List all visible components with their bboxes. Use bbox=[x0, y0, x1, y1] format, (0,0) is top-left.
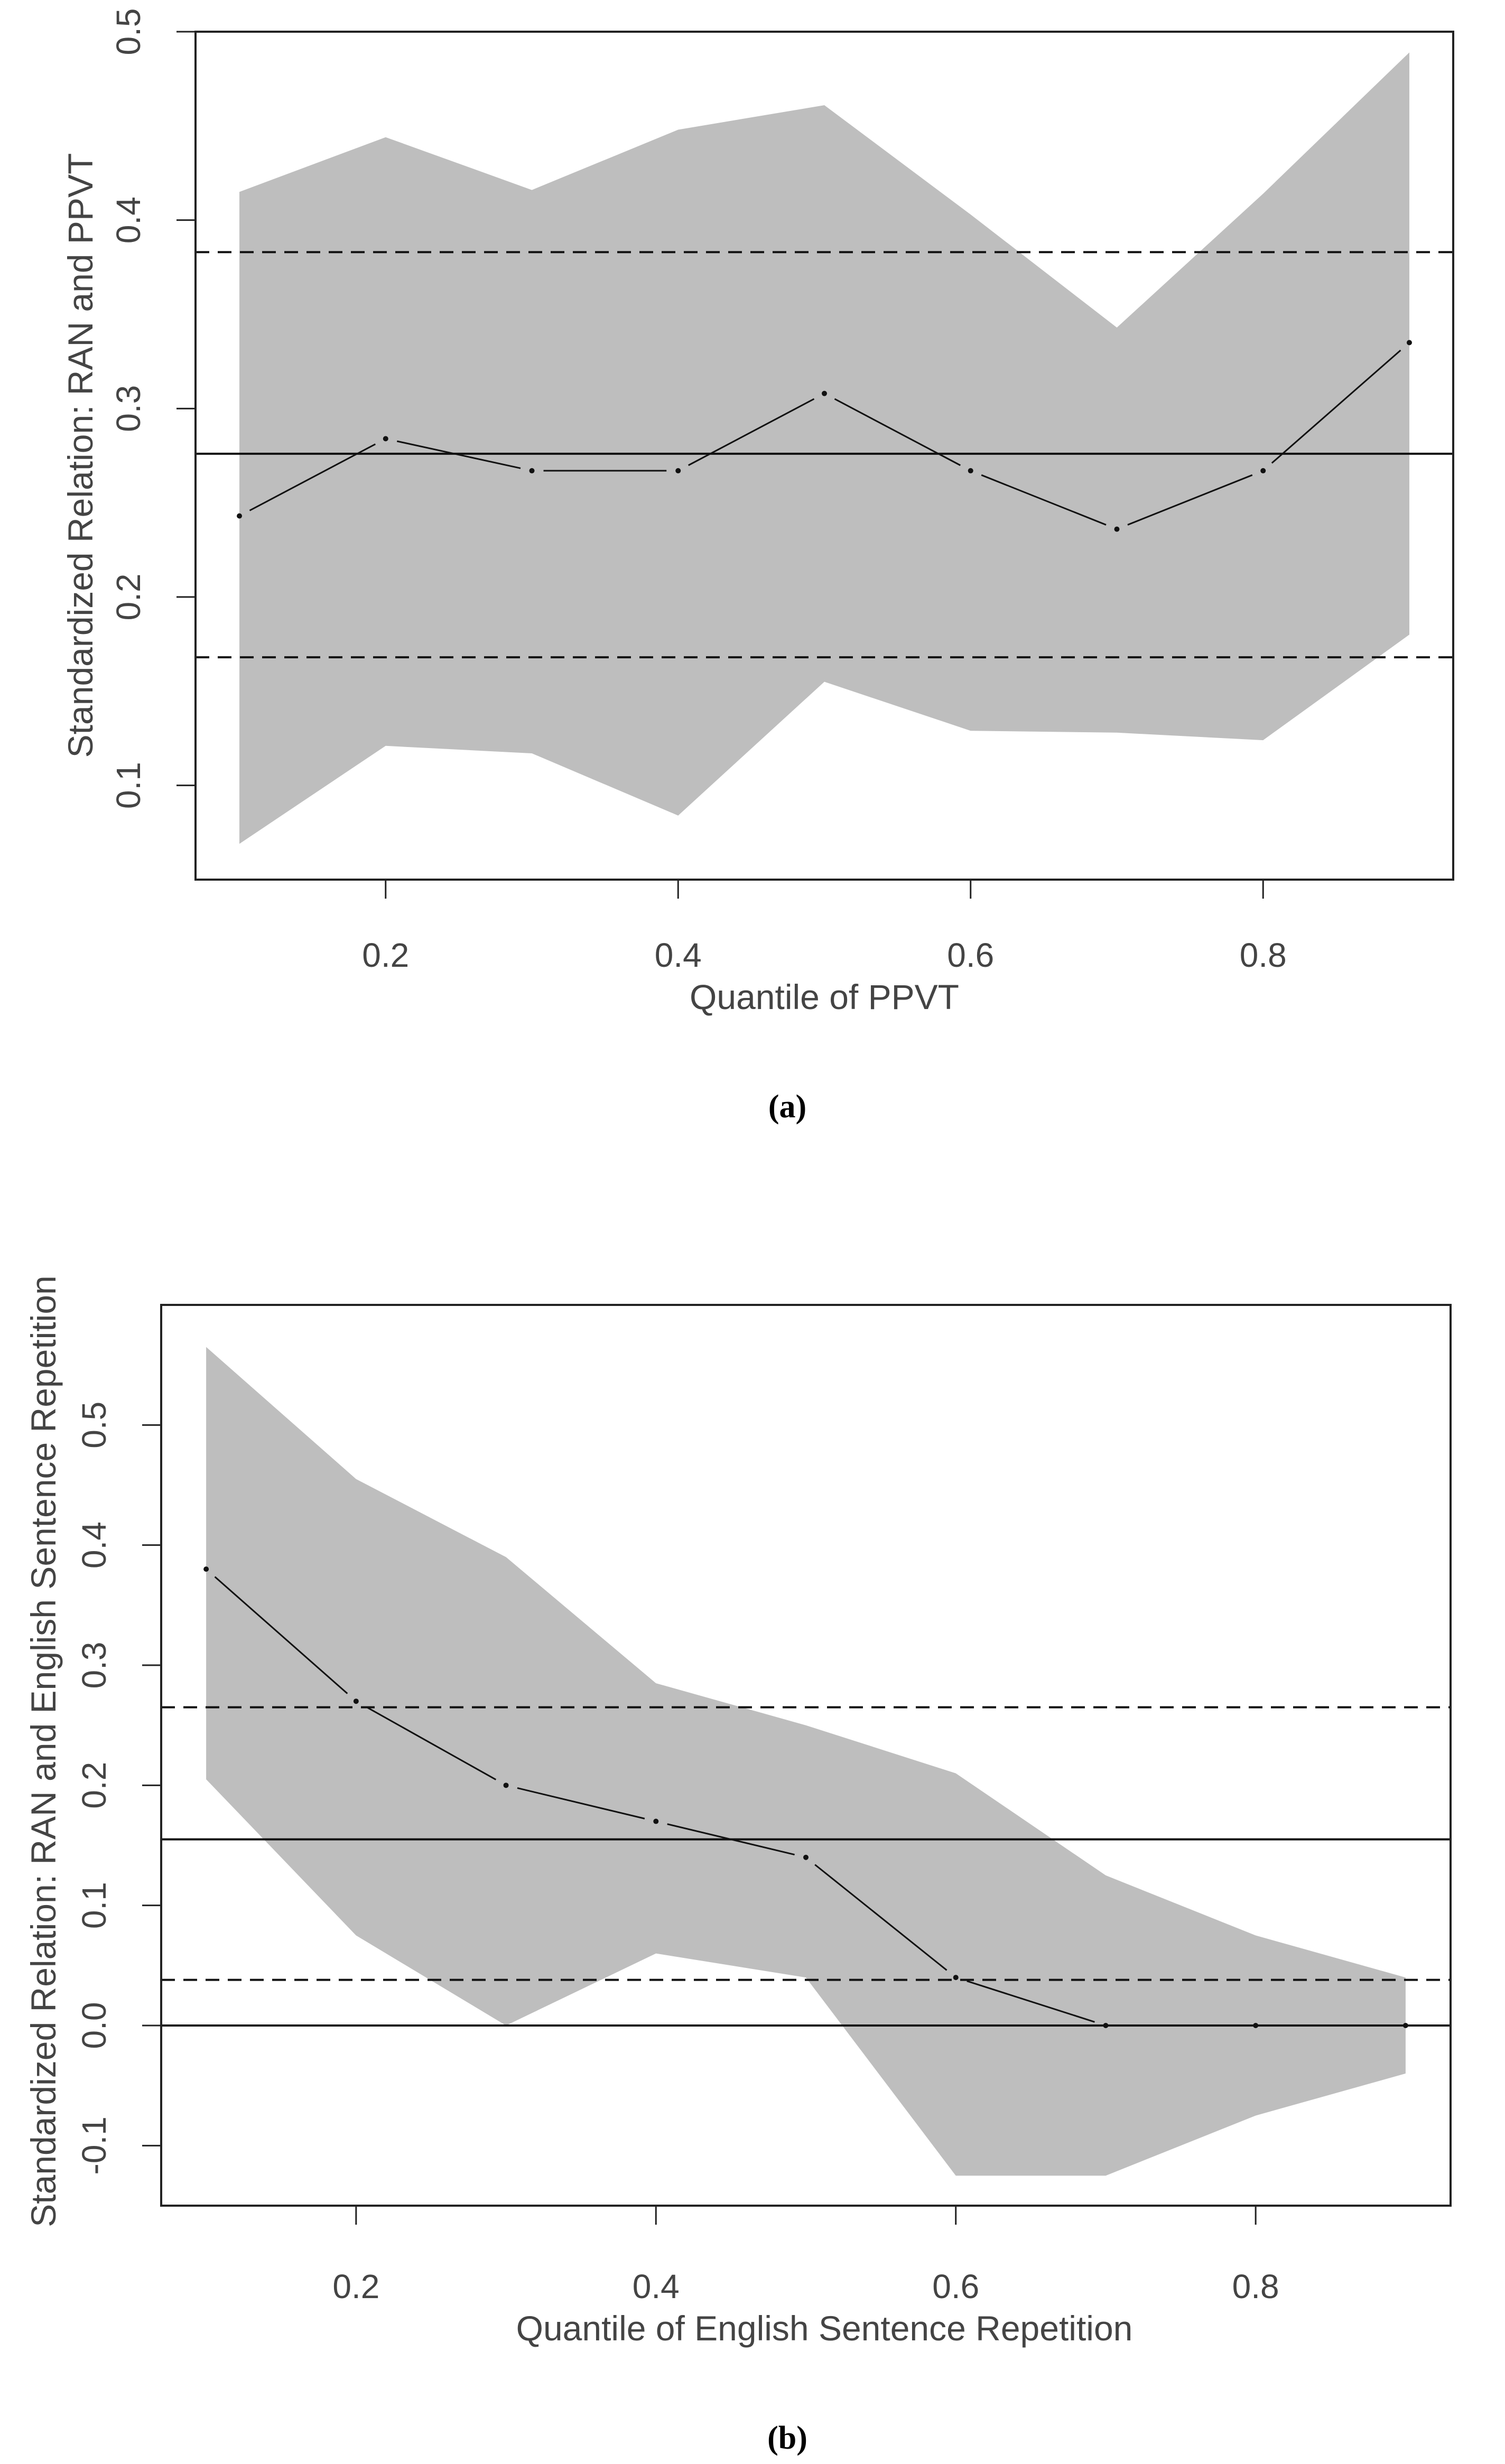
x-tick-label-a-3: 0.6 bbox=[947, 936, 994, 974]
chart-panel-b: 0.2 0.4 0.6 0.8 -0.1 0.0 0.1 0.2 0.3 0.4 0.5 Quant… bbox=[24, 1275, 1452, 2456]
y-tick-label-a-2: 0.2 bbox=[109, 574, 147, 621]
series-segment-a-5 bbox=[834, 398, 961, 466]
x-tick-label-b-3: 0.6 bbox=[932, 2267, 979, 2306]
series-segment-b-4 bbox=[667, 1823, 795, 1856]
data-point-a-6 bbox=[968, 468, 973, 474]
panel-caption-b: (b) bbox=[767, 2420, 807, 2456]
y-axis-label-a: Standardized Relation: RAN and PPVT bbox=[61, 153, 100, 758]
panel-caption-a: (a) bbox=[768, 1089, 806, 1125]
series-segment-b-1 bbox=[214, 1576, 348, 1694]
series-segment-a-2 bbox=[396, 440, 521, 469]
data-point-a-4 bbox=[675, 468, 681, 474]
y-tick-label-b-3: 0.1 bbox=[75, 1882, 113, 1929]
y-tick-label-b-4: 0.2 bbox=[75, 1762, 113, 1809]
chart-panel-a: 0.2 0.4 0.6 0.8 0.1 0.2 0.3 0.4 0.5 Quantile of … bbox=[61, 8, 1454, 1125]
data-point-b-4 bbox=[653, 1818, 659, 1824]
y-tick-label-b-5: 0.3 bbox=[75, 1642, 113, 1689]
data-point-a-8 bbox=[1260, 468, 1266, 474]
x-tick-label-b-1: 0.2 bbox=[332, 2267, 379, 2306]
y-tick-label-b-7: 0.5 bbox=[75, 1402, 113, 1449]
x-tick-label-a-2: 0.4 bbox=[655, 936, 702, 974]
y-tick-label-a-5: 0.5 bbox=[109, 8, 147, 55]
y-tick-label-a-3: 0.3 bbox=[109, 385, 147, 432]
x-tick-label-a-1: 0.2 bbox=[362, 936, 409, 974]
confidence-band-b bbox=[206, 1347, 1406, 2176]
data-point-a-7 bbox=[1114, 526, 1120, 532]
y-tick-label-a-1: 0.1 bbox=[109, 762, 147, 809]
series-segment-b-3 bbox=[517, 1787, 645, 1819]
x-tick-label-a-4: 0.8 bbox=[1240, 936, 1287, 974]
x-axis-label-a: Quantile of PPVT bbox=[690, 977, 959, 1016]
data-point-a-3 bbox=[529, 468, 535, 474]
series-segment-b-6 bbox=[967, 1980, 1095, 2023]
series-segment-a-8 bbox=[1271, 349, 1401, 464]
data-point-a-1 bbox=[237, 513, 243, 519]
data-point-a-5 bbox=[822, 390, 827, 396]
data-point-a-9 bbox=[1406, 340, 1412, 346]
data-point-b-8 bbox=[1253, 2023, 1259, 2028]
data-point-b-3 bbox=[503, 1782, 509, 1788]
data-point-b-1 bbox=[203, 1566, 209, 1572]
series-segment-a-7 bbox=[1127, 474, 1253, 526]
series-segment-a-6 bbox=[981, 474, 1107, 526]
series-segment-a-4 bbox=[688, 398, 815, 466]
series-segment-a-1 bbox=[249, 443, 376, 511]
y-tick-label-b-6: 0.4 bbox=[75, 1522, 113, 1569]
y-tick-label-a-4: 0.4 bbox=[109, 197, 147, 244]
x-tick-label-b-4: 0.8 bbox=[1232, 2267, 1279, 2306]
y-tick-label-b-2: 0.0 bbox=[75, 2002, 113, 2049]
x-tick-label-b-2: 0.4 bbox=[633, 2267, 680, 2306]
confidence-band-a bbox=[239, 52, 1409, 844]
y-axis-label-b: Standardized Relation: RAN and English S… bbox=[24, 1275, 63, 2227]
series-segment-b-2 bbox=[366, 1706, 497, 1780]
data-point-b-9 bbox=[1402, 2023, 1408, 2028]
data-point-a-2 bbox=[383, 436, 388, 442]
series-segment-b-5 bbox=[814, 1864, 947, 1971]
data-point-b-7 bbox=[1103, 2023, 1109, 2028]
data-point-b-6 bbox=[953, 1975, 959, 1981]
data-point-b-5 bbox=[803, 1854, 809, 1860]
y-tick-label-b-1: -0.1 bbox=[75, 2116, 113, 2174]
data-point-b-2 bbox=[353, 1698, 359, 1704]
x-axis-label-b: Quantile of English Sentence Repetition bbox=[516, 2309, 1133, 2348]
